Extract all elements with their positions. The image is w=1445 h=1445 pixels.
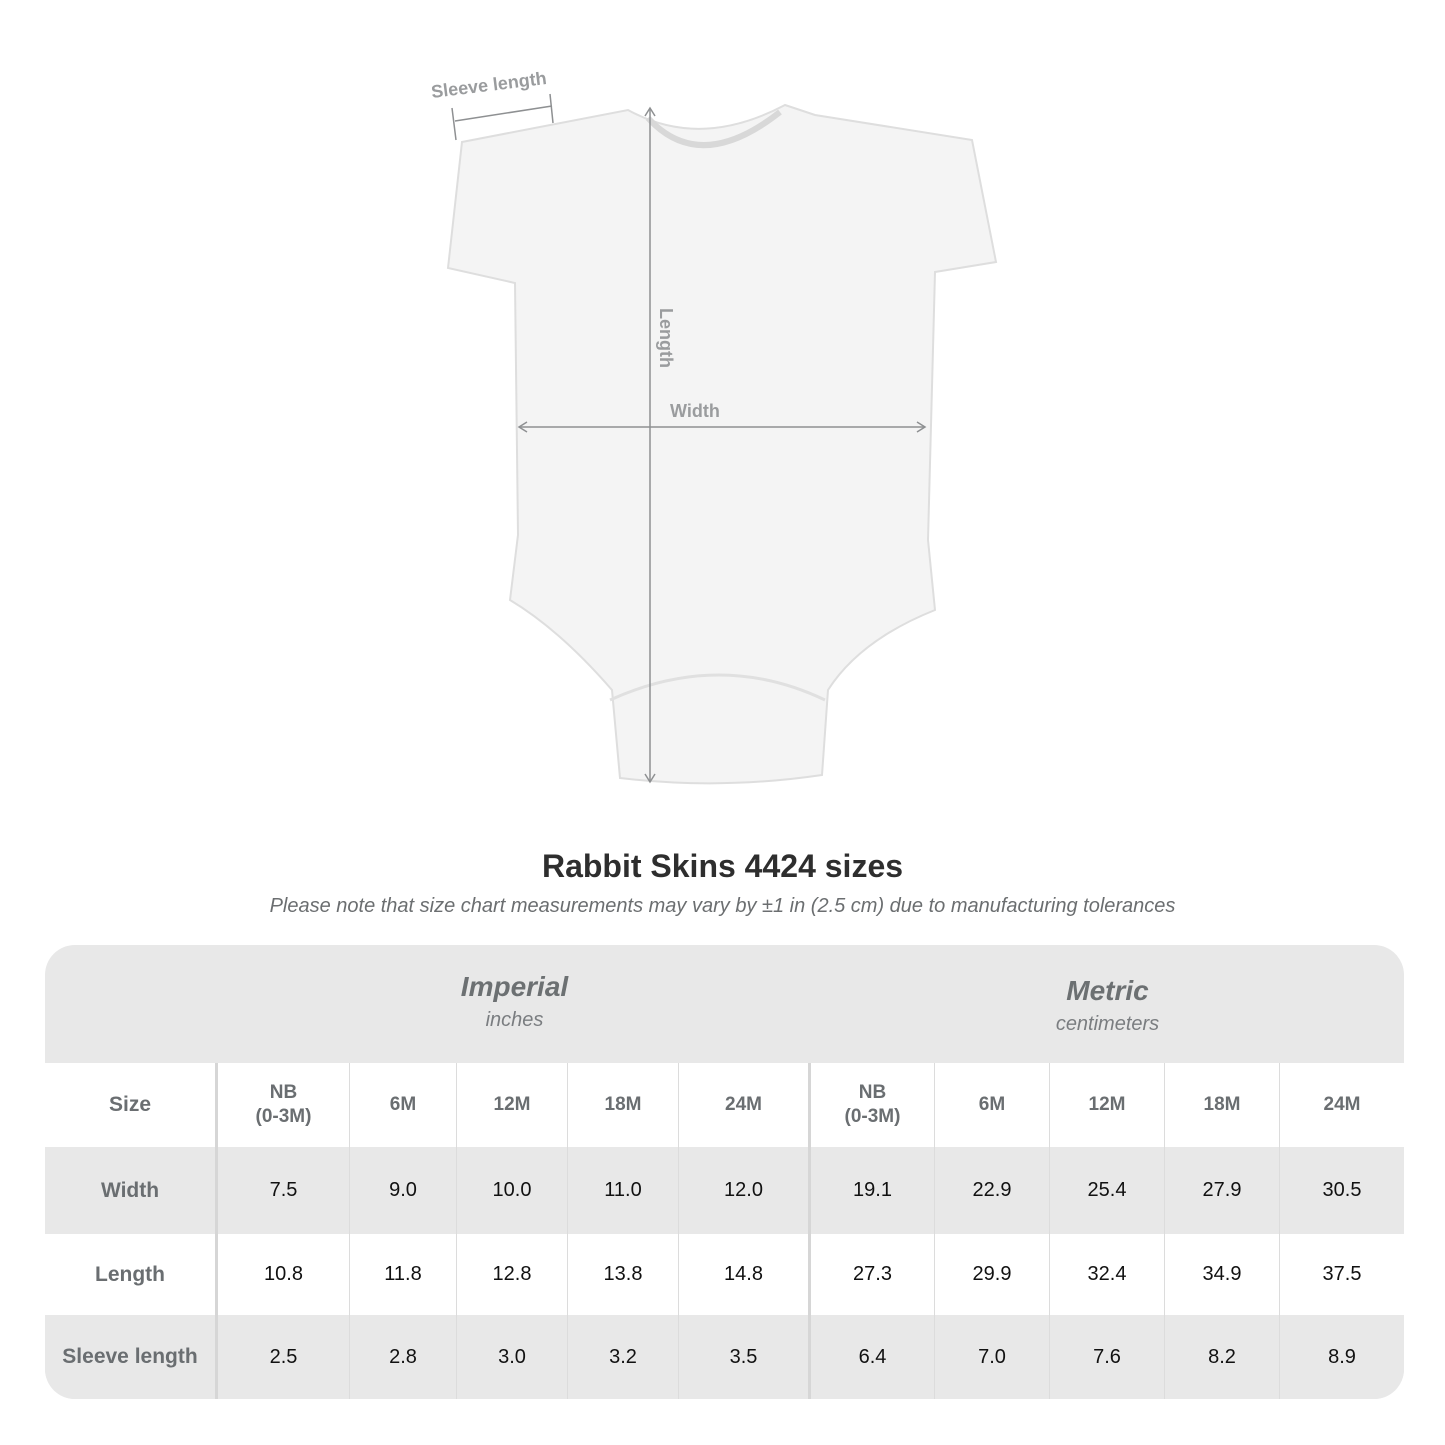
value-cell: 10.8 — [218, 1234, 350, 1315]
value-cell: 7.6 — [1050, 1315, 1165, 1399]
metric-header: Metric centimeters — [811, 945, 1404, 1063]
tolerance-note: Please note that size chart measurements… — [269, 895, 1176, 917]
size-header-row: Size NB (0-3M) 6M 12M 18M 24M NB (0-3M) 6M 12M 18… — [45, 1063, 1404, 1147]
width-label: Width — [670, 401, 720, 421]
bodysuit-image — [446, 103, 998, 785]
value-cell: 11.0 — [568, 1147, 679, 1234]
metric-unit: centimeters — [1055, 1013, 1160, 1035]
size-header-cell: 6M — [350, 1063, 457, 1147]
bodysuit-diagram: Sleeve length Length Width — [430, 68, 998, 785]
value-cell: 22.9 — [935, 1147, 1050, 1234]
value-cell: 3.5 — [679, 1315, 811, 1399]
row-label: Size — [45, 1063, 218, 1147]
size-header-cell: 18M — [568, 1063, 679, 1147]
row-label: Width — [45, 1147, 218, 1234]
size-header-cell: 24M — [1323, 1094, 1361, 1115]
value-cell: 29.9 — [935, 1234, 1050, 1315]
row-label: Sleeve length — [45, 1315, 218, 1399]
value-cell: 14.8 — [679, 1234, 811, 1315]
table-row: Sleeve length 2.5 2.8 3.0 3.2 3.5 6.4 7.0 7.6 8.2… — [45, 1315, 1404, 1399]
size-header-cell: 24M — [679, 1063, 811, 1147]
metric-title: Metric — [1066, 975, 1149, 1006]
value-cell: 12.0 — [679, 1147, 811, 1234]
sleeve-length-label: Sleeve length — [430, 68, 548, 102]
size-table: Imperial inches Metric centimeters Size N… — [45, 945, 1404, 1399]
value-cell: 30.5 — [1322, 1179, 1362, 1201]
value-cell: 34.9 — [1165, 1234, 1280, 1315]
value-cell: 6.4 — [811, 1315, 935, 1399]
value-cell: 7.5 — [218, 1147, 350, 1234]
table-row: Length 10.8 11.8 12.8 13.8 14.8 27.3 29.9 32.4 34… — [45, 1234, 1404, 1315]
table-row: Width 7.5 9.0 10.0 11.0 12.0 19.1 22.9 25.4 27.9 3… — [45, 1147, 1404, 1234]
imperial-title: Imperial — [460, 971, 569, 1002]
size-header-cell: 6M — [935, 1063, 1050, 1147]
imperial-header: Imperial inches — [218, 945, 811, 1063]
size-header-cell: NB (0-3M) — [811, 1063, 935, 1147]
imperial-unit: inches — [485, 1009, 544, 1031]
length-label: Length — [656, 308, 676, 368]
size-header-cell: 12M — [1050, 1063, 1165, 1147]
value-cell: 11.8 — [350, 1234, 457, 1315]
size-header-cell: 12M — [457, 1063, 568, 1147]
chart-title: Rabbit Skins 4424 sizes — [541, 848, 904, 884]
row-label: Length — [45, 1234, 218, 1315]
value-cell: 19.1 — [811, 1147, 935, 1234]
value-cell: 3.0 — [457, 1315, 568, 1399]
sleeve-arrow — [454, 105, 553, 122]
value-cell: 12.8 — [457, 1234, 568, 1315]
value-cell: 8.2 — [1165, 1315, 1280, 1399]
value-cell: 8.9 — [1328, 1345, 1356, 1368]
value-cell: 2.5 — [218, 1315, 350, 1399]
value-cell: 32.4 — [1050, 1234, 1165, 1315]
size-header-cell: NB (0-3M) — [218, 1063, 350, 1147]
value-cell: 27.3 — [811, 1234, 935, 1315]
value-cell: 3.2 — [568, 1315, 679, 1399]
value-cell: 25.4 — [1050, 1147, 1165, 1234]
size-header-cell: 18M — [1165, 1063, 1280, 1147]
value-cell: 7.0 — [935, 1315, 1050, 1399]
value-cell: 37.5 — [1322, 1263, 1362, 1285]
value-cell: 2.8 — [350, 1315, 457, 1399]
value-cell: 10.0 — [457, 1147, 568, 1234]
value-cell: 13.8 — [568, 1234, 679, 1315]
value-cell: 9.0 — [350, 1147, 457, 1234]
value-cell: 27.9 — [1165, 1147, 1280, 1234]
